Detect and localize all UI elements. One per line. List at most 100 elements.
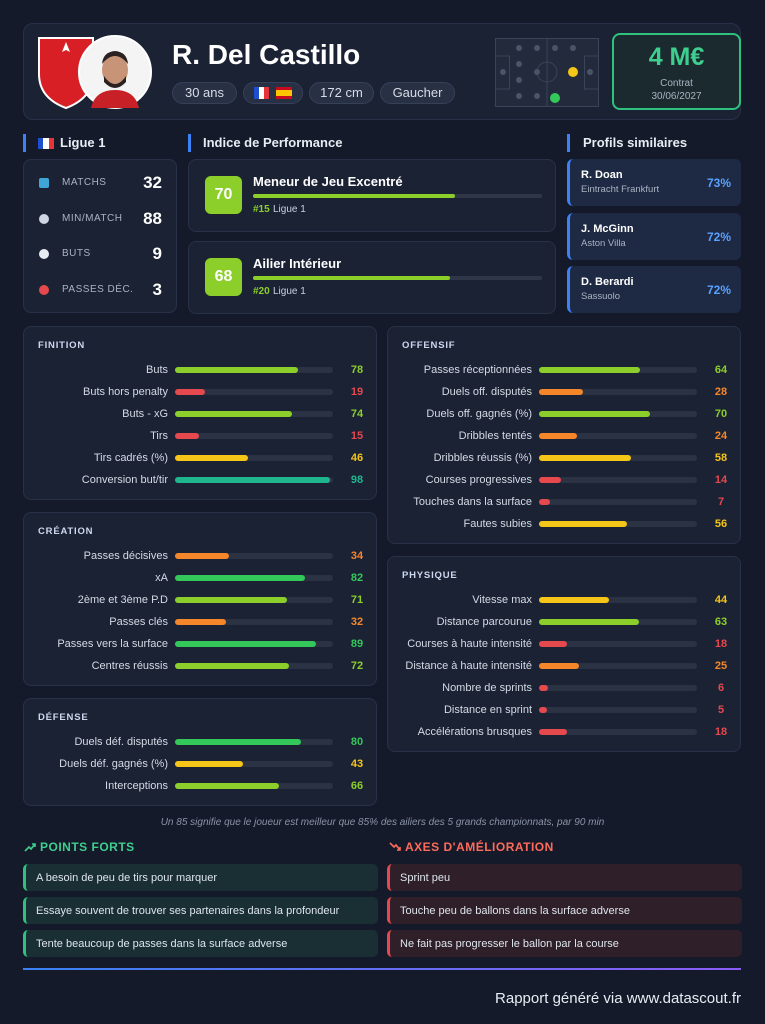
stat-value: 72 bbox=[350, 660, 364, 672]
stat-value: 71 bbox=[350, 594, 364, 606]
value-card bbox=[612, 33, 741, 110]
similar-club: Aston Villa bbox=[581, 238, 626, 249]
stat-track bbox=[175, 455, 333, 461]
stat-value: 70 bbox=[714, 408, 728, 420]
stat-bar bbox=[175, 619, 226, 625]
stat-track bbox=[539, 729, 697, 735]
stat-value: 80 bbox=[350, 736, 364, 748]
stat-value: 43 bbox=[350, 758, 364, 770]
stat-value: 98 bbox=[350, 474, 364, 486]
performance-title: Indice de Performance bbox=[203, 135, 343, 150]
role-rank: #20 bbox=[253, 286, 270, 297]
stat-value: 18 bbox=[714, 726, 728, 738]
stat-value: 88 bbox=[143, 208, 162, 228]
stat-track bbox=[175, 761, 333, 767]
stat-track bbox=[175, 619, 333, 625]
note-card bbox=[23, 864, 378, 891]
stat-value: 5 bbox=[717, 704, 725, 716]
league-title: Ligue 1 bbox=[60, 135, 106, 150]
stat-bar bbox=[175, 477, 330, 483]
stat-track bbox=[539, 433, 697, 439]
stat-track bbox=[539, 597, 697, 603]
position-map bbox=[495, 38, 599, 107]
stat-bar bbox=[175, 575, 305, 581]
stat-label: 2ème et 3ème P.D bbox=[77, 594, 168, 606]
similar-match: 72% bbox=[706, 283, 731, 297]
stat-bar bbox=[175, 641, 316, 647]
stat-bar bbox=[175, 389, 206, 395]
pill bbox=[172, 82, 237, 104]
similar-club: Eintracht Frankfurt bbox=[581, 184, 660, 195]
stat-value: 63 bbox=[714, 616, 728, 628]
stat-track bbox=[175, 389, 333, 395]
stat-bar bbox=[539, 455, 631, 461]
stat-track bbox=[539, 707, 697, 713]
stat-value: 32 bbox=[350, 616, 364, 628]
note-text: A besoin de peu de tirs pour marquer bbox=[36, 871, 218, 884]
similar-card bbox=[567, 266, 741, 313]
role-rank: #15 bbox=[253, 204, 270, 215]
stat-label: Tirs cadrés (%) bbox=[93, 452, 168, 464]
stat-bar bbox=[175, 597, 288, 603]
section-title: OFFENSIF bbox=[402, 340, 456, 351]
stat-label: Centres réussis bbox=[91, 660, 168, 672]
stat-track bbox=[539, 641, 697, 647]
stat-bar bbox=[539, 411, 650, 417]
section-title: FINITION bbox=[38, 340, 86, 351]
footer: Rapport généré via www.datascout.fr bbox=[495, 990, 741, 1007]
note-card bbox=[387, 930, 742, 957]
stat-bar bbox=[175, 783, 280, 789]
role-bar bbox=[253, 276, 450, 280]
note-text: Touche peu de ballons dans la surface ad… bbox=[400, 904, 630, 917]
stat-label: Courses progressives bbox=[425, 474, 532, 486]
stat-label: Dribbles tentés bbox=[458, 430, 532, 442]
stat-bar bbox=[175, 761, 243, 767]
stat-label: Duels déf. gagnés (%) bbox=[59, 758, 168, 770]
note-text: Tente beaucoup de passes dans la surface… bbox=[36, 937, 288, 950]
stat-bar bbox=[539, 729, 568, 735]
similar-match: 72% bbox=[706, 230, 731, 244]
stat-value: 9 bbox=[152, 244, 162, 263]
stat-label: Buts - xG bbox=[122, 408, 168, 420]
stat-track bbox=[539, 499, 697, 505]
role-score: 70 bbox=[214, 186, 233, 203]
stat-value: 19 bbox=[350, 386, 364, 398]
similar-name: J. McGinn bbox=[581, 223, 634, 235]
role-league: Ligue 1 bbox=[273, 204, 306, 215]
note-card bbox=[23, 897, 378, 924]
stat-label: Buts hors penalty bbox=[83, 386, 168, 398]
stat-value: 64 bbox=[714, 364, 728, 376]
stat-bar bbox=[539, 641, 568, 647]
stat-value: 78 bbox=[350, 364, 364, 376]
stat-value: 7 bbox=[717, 496, 725, 508]
note-text: Ne fait pas progresser le ballon par la … bbox=[400, 937, 619, 950]
stat-value: 25 bbox=[714, 660, 728, 672]
stat-track bbox=[539, 685, 697, 691]
stat-label: Duels off. gagnés (%) bbox=[426, 408, 532, 420]
stat-label: Interceptions bbox=[105, 780, 168, 792]
stat-label: MIN/MATCH bbox=[62, 212, 123, 224]
stat-value: 3 bbox=[152, 279, 162, 299]
similar-title: Profils similaires bbox=[583, 135, 688, 150]
stat-icon bbox=[39, 284, 49, 295]
stat-value: 24 bbox=[714, 430, 728, 442]
down-icon bbox=[389, 842, 401, 851]
stat-label: Dribbles réussis (%) bbox=[433, 452, 532, 464]
stat-bar bbox=[175, 367, 299, 373]
stat-icon bbox=[39, 249, 49, 259]
similar-match: 73% bbox=[706, 176, 731, 190]
stat-bar bbox=[539, 685, 549, 691]
stat-icon bbox=[39, 213, 49, 224]
stat-label: Passes décisives bbox=[83, 550, 168, 562]
stat-bar bbox=[539, 477, 562, 483]
player-photo bbox=[78, 35, 152, 109]
note-card bbox=[23, 930, 378, 957]
accent bbox=[567, 134, 570, 152]
role-league: Ligue 1 bbox=[273, 286, 306, 297]
stat-label: Distance à haute intensité bbox=[405, 660, 532, 672]
strengths-title: POINTS FORTS bbox=[40, 840, 135, 854]
role-score-box bbox=[205, 176, 242, 214]
flag-fr bbox=[38, 138, 54, 149]
stat-bar bbox=[539, 663, 579, 669]
stat-bar bbox=[539, 367, 641, 373]
